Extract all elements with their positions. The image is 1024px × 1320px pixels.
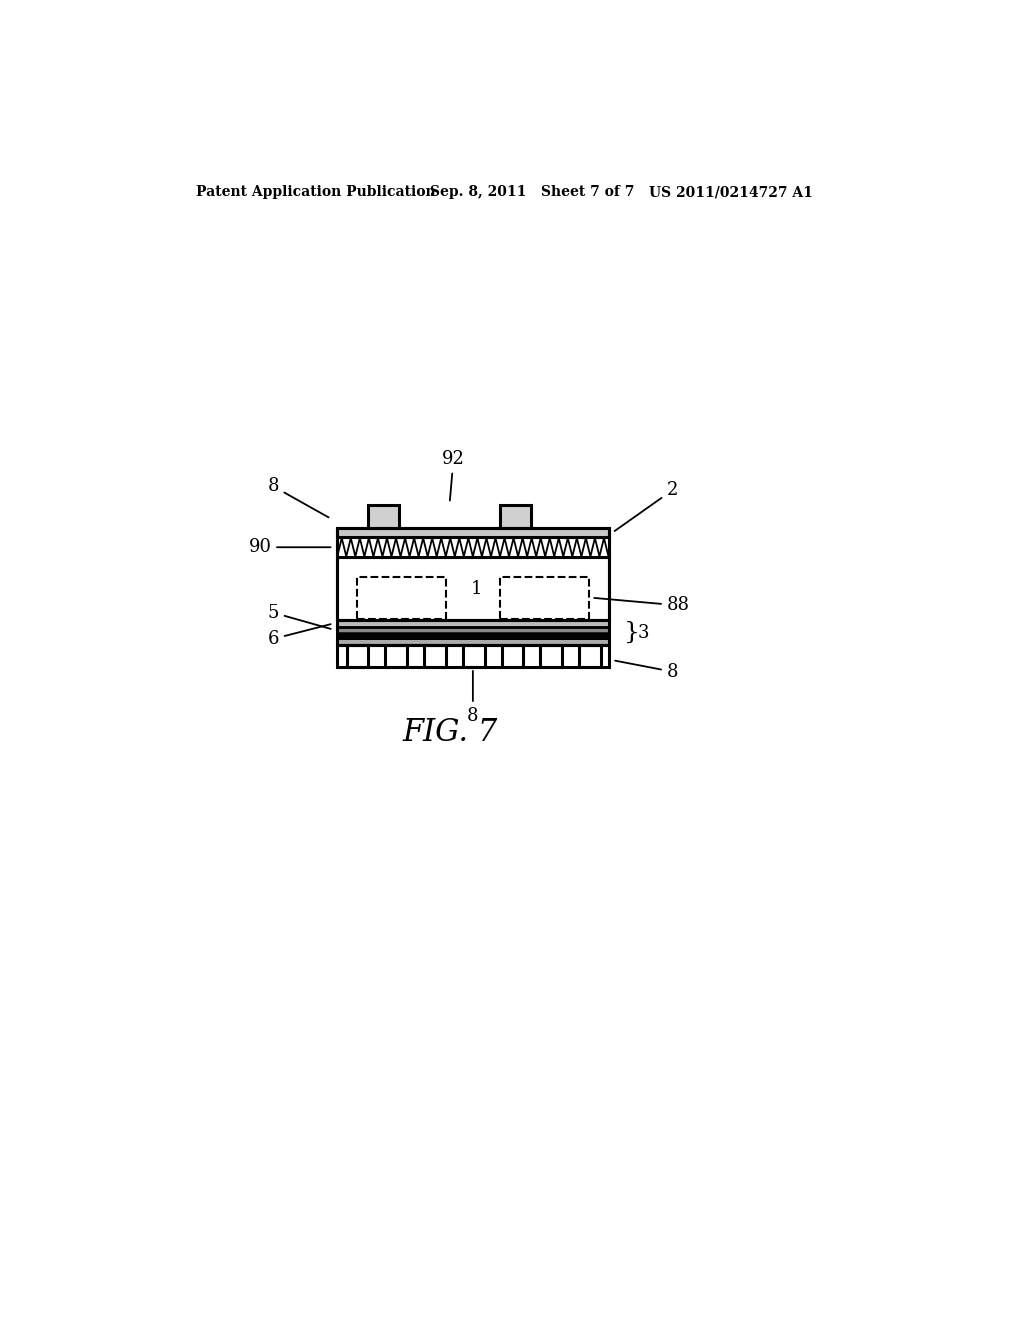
Bar [337, 537, 608, 557]
Text: 6: 6 [267, 624, 331, 648]
Text: 8: 8 [267, 478, 329, 517]
Text: 88: 88 [594, 597, 689, 614]
Text: 1: 1 [471, 579, 482, 598]
Text: Patent Application Publication: Patent Application Publication [197, 185, 436, 199]
Bar [369, 504, 399, 528]
Text: 90: 90 [249, 539, 331, 556]
Bar [385, 645, 407, 667]
Bar [337, 632, 608, 640]
Text: 8: 8 [615, 660, 678, 681]
Bar [463, 645, 484, 667]
Bar [337, 557, 608, 620]
Bar [337, 645, 608, 667]
Bar [356, 577, 445, 619]
Bar [424, 645, 445, 667]
Bar [337, 528, 608, 537]
Bar [337, 528, 608, 620]
Bar [579, 645, 601, 667]
Text: Sep. 8, 2011   Sheet 7 of 7: Sep. 8, 2011 Sheet 7 of 7 [430, 185, 635, 199]
Bar [502, 645, 523, 667]
Text: 2: 2 [614, 482, 678, 531]
Text: FIG. 7: FIG. 7 [402, 717, 498, 747]
Bar [337, 620, 608, 627]
Text: 5: 5 [267, 603, 331, 628]
Text: 8: 8 [467, 671, 478, 725]
Bar [541, 645, 562, 667]
Text: 3: 3 [638, 624, 649, 642]
Bar [500, 504, 531, 528]
Text: 92: 92 [442, 450, 465, 500]
Bar [337, 620, 608, 645]
Bar [346, 645, 369, 667]
Text: US 2011/0214727 A1: US 2011/0214727 A1 [649, 185, 813, 199]
Bar [337, 627, 608, 632]
Text: }: } [624, 622, 640, 644]
Bar [500, 577, 589, 619]
Bar [337, 640, 608, 645]
